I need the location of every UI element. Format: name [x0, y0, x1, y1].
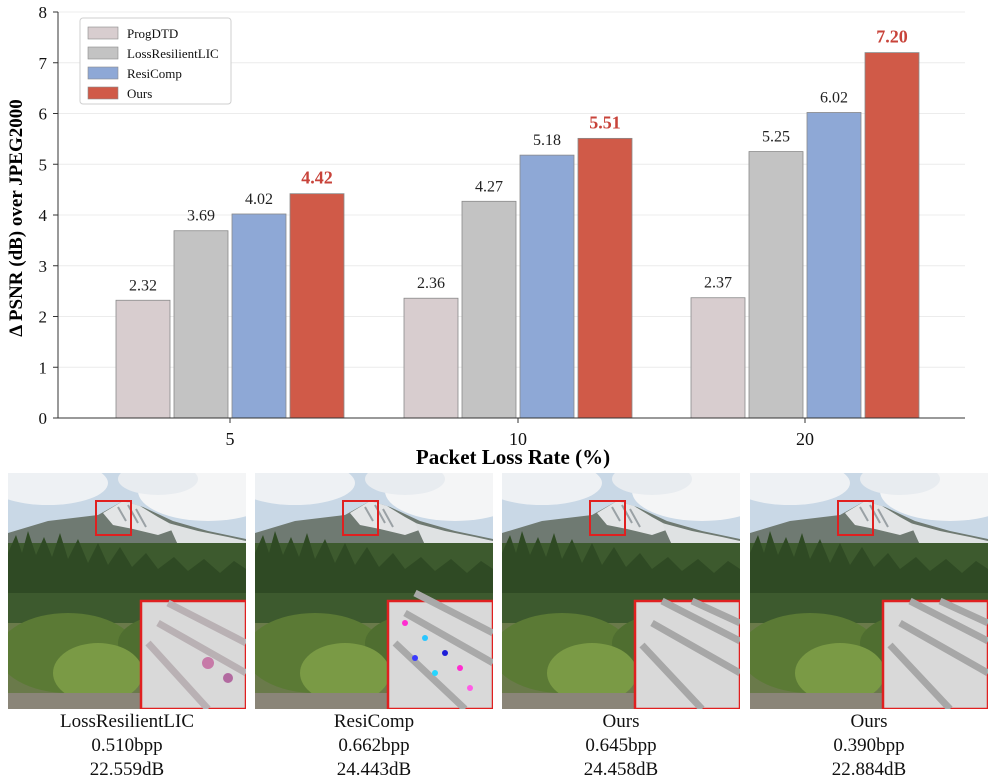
bar-value-labels: 2.32 3.69 4.02 4.42 2.36 4.27 5.18 5.51 2.37 5.25… [129, 27, 908, 295]
caption-psnr: 22.559dB [89, 759, 165, 780]
caption-3: Ours 0.645bpp 24.458dB [498, 710, 744, 782]
data-label: 2.36 [417, 275, 445, 292]
zoom-inset [139, 599, 246, 709]
comparison-image-2 [255, 473, 493, 709]
caption-bpp: 0.645bpp [585, 735, 657, 756]
landscape-photo [8, 473, 246, 709]
x-axis-label: Packet Loss Rate (%) [416, 445, 610, 469]
x-tick-label: 5 [226, 429, 235, 449]
bar-progdtd-5 [115, 299, 171, 419]
legend-label: ResiComp [127, 66, 182, 81]
caption-psnr: 24.443dB [336, 759, 412, 780]
bar-ours-10 [577, 137, 633, 419]
data-label: 5.18 [533, 132, 561, 149]
landscape-photo [750, 473, 988, 709]
y-tick-label: 0 [39, 409, 48, 428]
x-tick-label: 20 [796, 429, 814, 449]
legend-label: ProgDTD [127, 26, 178, 41]
caption-bpp: 0.390bpp [833, 735, 905, 756]
landscape-photo [255, 473, 493, 709]
zoom-inset [386, 589, 493, 709]
legend: ProgDTD LossResilientLIC ResiComp Ours [79, 17, 232, 105]
y-axis-label: Δ PSNR (dB) over JPEG2000 [6, 99, 27, 336]
bars [115, 52, 920, 419]
legend-swatch [87, 46, 119, 60]
landscape-photo [502, 473, 740, 709]
caption-bpp: 0.510bpp [91, 735, 163, 756]
caption-method: ResiComp [333, 711, 415, 732]
bar-lossresilientlic-5 [173, 230, 229, 419]
y-tick-label: 8 [39, 3, 48, 22]
legend-frame [79, 17, 232, 105]
y-tick-label: 2 [39, 308, 48, 327]
comparison-image-4 [750, 473, 988, 709]
data-label: 7.20 [876, 27, 908, 47]
data-label: 2.32 [129, 277, 157, 294]
bar-progdtd-10 [403, 297, 459, 419]
caption-psnr: 24.458dB [583, 759, 659, 780]
y-tick-label: 4 [39, 206, 48, 225]
bar-lossresilientlic-10 [461, 200, 517, 419]
caption-method: LossResilientLIC [59, 711, 195, 732]
y-tick-label: 6 [39, 105, 48, 124]
zoom-inset [881, 597, 988, 709]
data-label: 5.51 [589, 112, 621, 132]
y-tick-label: 5 [39, 155, 48, 174]
y-tick-label: 7 [39, 54, 48, 73]
zoom-inset [633, 597, 740, 709]
bar-ours-20 [864, 52, 920, 419]
data-label: 4.42 [301, 168, 333, 188]
bar-resicomp-10 [519, 154, 575, 419]
data-label: 4.27 [475, 178, 503, 195]
legend-label: LossResilientLIC [127, 46, 219, 61]
legend-swatch [87, 26, 119, 40]
y-tick-label: 3 [39, 257, 48, 276]
x-axis-ticks: 5 10 20 [226, 418, 814, 449]
comparison-image-1 [8, 473, 246, 709]
caption-1: LossResilientLIC 0.510bpp 22.559dB [4, 710, 250, 782]
data-label: 5.25 [762, 129, 790, 146]
caption-psnr: 22.884dB [831, 759, 907, 780]
bar-resicomp-5 [231, 213, 287, 419]
bar-lossresilientlic-20 [748, 151, 804, 419]
legend-label: Ours [127, 86, 152, 101]
bar-resicomp-20 [806, 112, 862, 419]
caption-method: Ours [850, 711, 888, 732]
caption-2: ResiComp 0.662bpp 24.443dB [251, 710, 497, 782]
data-label: 3.69 [187, 208, 215, 225]
legend-swatch [87, 86, 119, 100]
y-tick-label: 1 [39, 358, 48, 377]
bar-ours-5 [289, 193, 345, 419]
bar-chart: 2.32 3.69 4.02 4.42 2.36 4.27 5.18 5.51 2.37 5.25… [6, 3, 965, 469]
caption-method: Ours [602, 711, 640, 732]
caption-4: Ours 0.390bpp 22.884dB [746, 710, 992, 782]
legend-swatch [87, 66, 119, 80]
data-label: 6.02 [820, 89, 848, 106]
bar-progdtd-20 [690, 297, 746, 419]
x-tick-label: 10 [509, 429, 527, 449]
y-axis-ticks: 0 1 2 3 4 5 6 7 8 [39, 3, 58, 428]
data-label: 4.02 [245, 191, 273, 208]
comparison-image-3 [502, 473, 740, 709]
caption-bpp: 0.662bpp [338, 735, 410, 756]
data-label: 2.37 [704, 275, 732, 292]
